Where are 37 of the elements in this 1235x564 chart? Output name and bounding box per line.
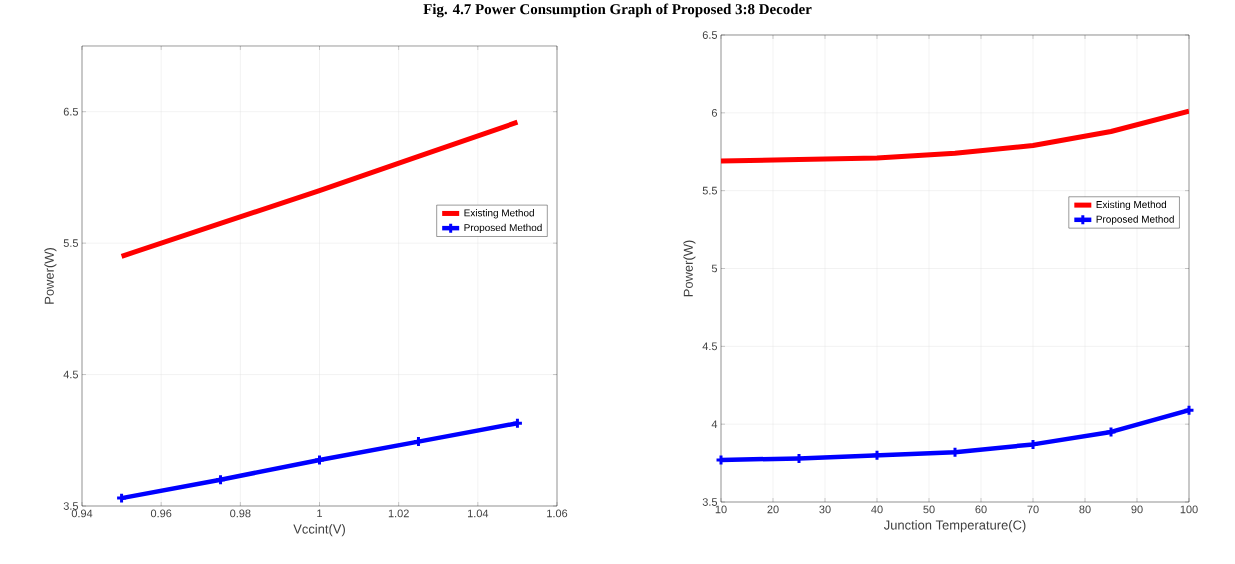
y-tick-label: 5 [711, 264, 718, 273]
y-tick-label: 6.5 [702, 31, 718, 39]
legend-label: Existing Method [1096, 200, 1167, 211]
x-tick-label: 30 [819, 505, 831, 514]
x-tick-label: 1 [317, 509, 323, 518]
x-tick-label: 1.02 [388, 509, 409, 518]
y-tick-label: 6 [711, 108, 717, 117]
x-tick-label: 1.04 [468, 509, 489, 518]
x-axis-title: Junction Temperature(C) [883, 520, 1026, 533]
x-tick-label: 100 [1180, 505, 1198, 514]
x-axis-title: Vccint(V) [293, 524, 345, 537]
x-tick-label: 10 [715, 505, 727, 514]
y-tick-label: 3.5 [63, 502, 79, 510]
legend-label: Existing Method [464, 209, 534, 219]
x-tick-label: 0.94 [71, 509, 93, 518]
legend-label: Proposed Method [464, 223, 542, 234]
y-tick-label: 5.5 [63, 239, 79, 247]
x-tick-label: 20 [767, 505, 779, 514]
x-tick-label: 70 [1027, 505, 1039, 514]
x-tick-label: 0.98 [230, 509, 251, 518]
x-tick-label: 40 [871, 505, 883, 514]
y-tick-label: 5.5 [702, 186, 718, 195]
x-tick-label: 1.06 [547, 509, 568, 518]
x-tick-label: 90 [1131, 505, 1143, 514]
y-tick-label: 3.5 [702, 498, 718, 506]
y-axis-title: Power(W) [683, 240, 696, 297]
y-tick-label: 4.5 [702, 342, 718, 351]
y-axis-title: Power(W) [44, 248, 57, 304]
x-tick-label: 80 [1079, 505, 1091, 514]
y-tick-label: 4 [711, 420, 718, 428]
x-tick-label: 50 [923, 505, 935, 514]
y-tick-label: 4.5 [63, 370, 79, 379]
x-tick-label: 60 [975, 505, 987, 514]
text: Fig. 4.7 Power Consumption Graph of Proposed 3:8 Decoder [423, 3, 812, 18]
x-tick-label: 0.96 [150, 509, 172, 518]
y-tick-label: 6.5 [63, 107, 79, 116]
legend-label: Proposed Method [1096, 215, 1174, 225]
